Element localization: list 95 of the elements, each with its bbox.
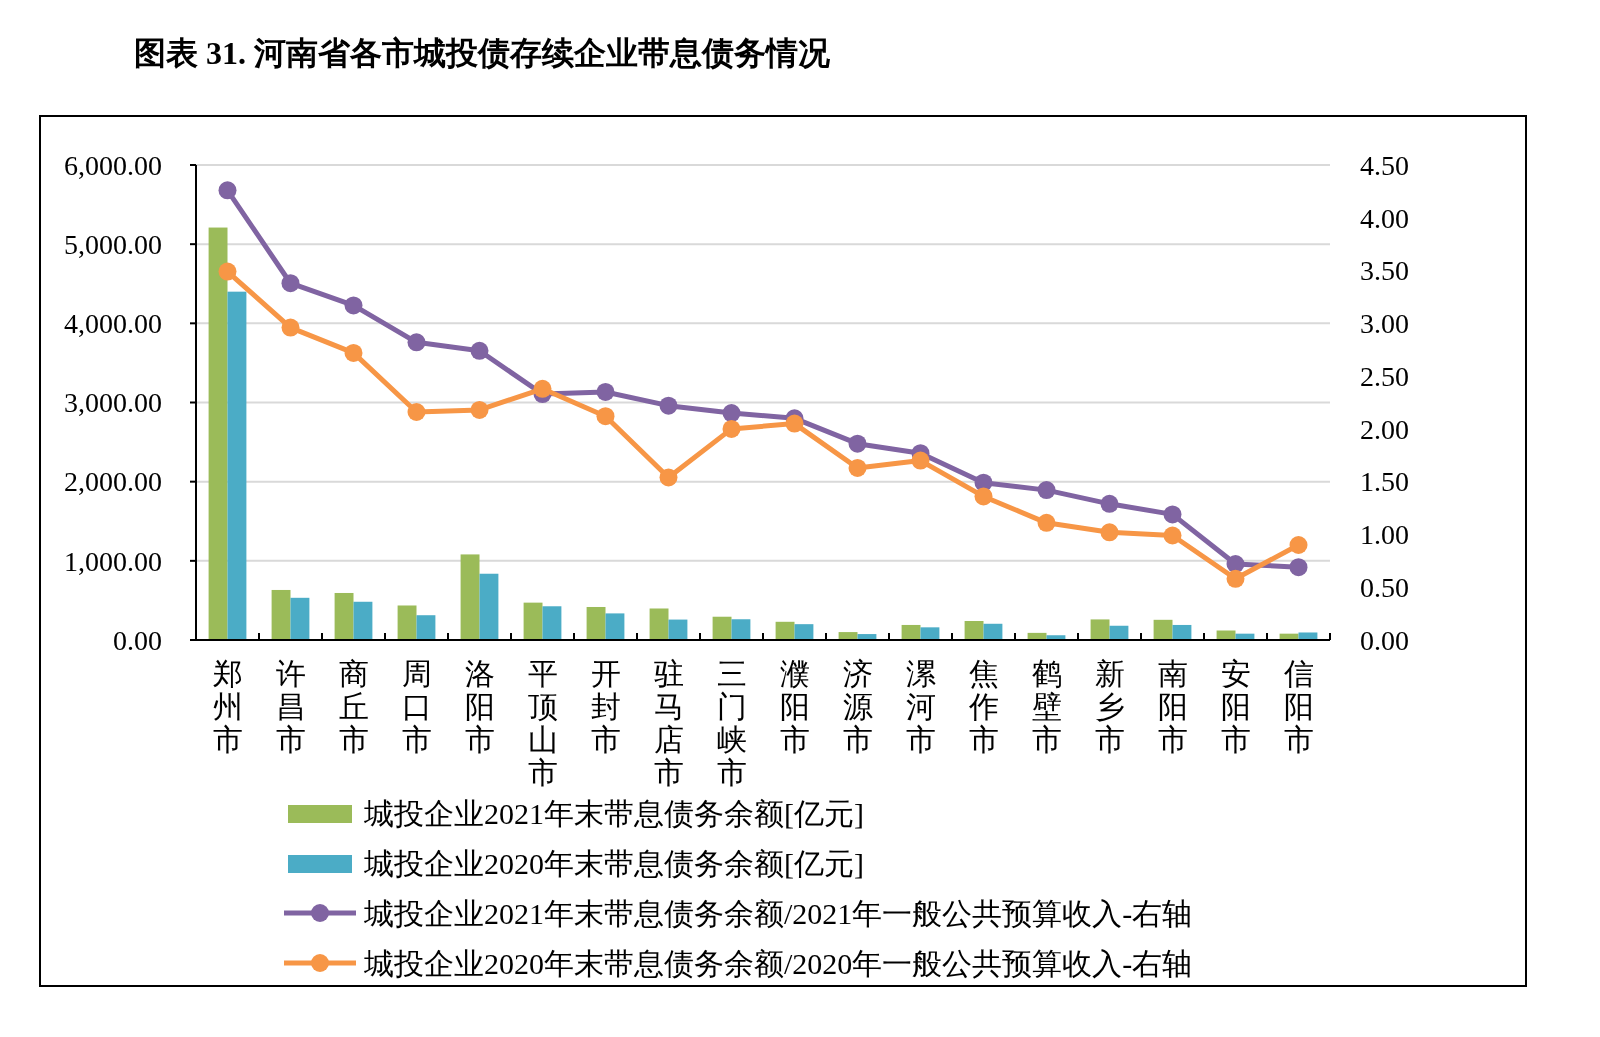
x-tick-label: 商丘市 [338,656,369,756]
x-tick-label: 安阳市 [1220,656,1251,756]
bar [794,624,814,640]
x-tick-label: 濮阳市 [779,656,810,756]
y2-tick-label: 2.50 [1360,360,1409,392]
point [659,468,678,487]
y-tick-label: 1,000.00 [64,545,162,577]
bar [775,621,795,640]
bar [712,616,732,640]
bar [479,573,499,640]
bar [416,615,436,640]
y2-tick-label: 1.00 [1360,519,1409,551]
x-tick-label: 三门峡市 [716,656,747,789]
point [1289,558,1308,577]
chart-title: 图表 31. 河南省各市城投债存续企业带息债务情况 [134,35,831,71]
point [596,382,615,401]
y2-tick-label: 4.50 [1360,149,1409,181]
y-tick-label: 6,000.00 [64,149,162,181]
bar [542,606,562,640]
point [1100,523,1119,542]
bar [586,606,606,640]
point [1163,505,1182,524]
x-tick-label: 漯河市 [905,656,936,756]
point [722,404,741,423]
point [785,414,804,433]
point [911,451,930,470]
point [1100,494,1119,513]
x-tick-label: 驻马店市 [653,656,684,789]
point [281,318,300,337]
x-tick-label: 洛阳市 [464,656,495,756]
y2-tick-label: 2.00 [1360,413,1409,445]
point [1226,569,1245,588]
x-tick-label: 郑州市 [212,656,243,756]
bar [334,592,354,640]
point [533,379,552,398]
legend-label: 城投企业2021年末带息债务余额[亿元] [363,796,864,830]
bar [920,627,940,640]
y-tick-label: 4,000.00 [64,308,162,340]
bar [227,291,247,640]
x-tick-label: 鹤壁市 [1031,656,1062,756]
point [659,396,678,415]
bar [353,601,373,640]
y2-tick-label: 0.50 [1360,572,1409,604]
y-tick-label: 5,000.00 [64,228,162,260]
y-tick-label: 2,000.00 [64,466,162,498]
point [1037,481,1056,500]
point [848,458,867,477]
legend-label: 城投企业2020年末带息债务余额/2020年一般公共预算收入-右轴 [363,946,1193,980]
bar [1090,619,1110,640]
bar [271,589,291,640]
x-tick-label: 新乡市 [1094,656,1125,756]
point [470,341,489,360]
point [281,274,300,293]
y-tick-label: 3,000.00 [64,387,162,419]
x-tick-label: 南阳市 [1157,656,1188,756]
x-tick-label: 济源市 [842,656,873,756]
bar [901,624,921,640]
point [218,181,237,200]
point [218,262,237,281]
legend-label: 城投企业2020年末带息债务余额[亿元] [363,846,864,880]
point [407,333,426,352]
x-tick-label: 开封市 [590,656,621,756]
point [344,296,363,315]
point [596,407,615,426]
bar [523,602,543,640]
x-tick-label: 焦作市 [967,656,999,756]
bar [649,608,669,640]
point [344,343,363,362]
point [848,434,867,453]
point [1289,536,1308,554]
y-tick-label: 0.00 [113,624,162,656]
bar [460,554,480,640]
y2-tick-label: 4.00 [1360,202,1409,234]
bar [964,621,984,640]
point [1163,526,1182,545]
bar [208,227,228,640]
y2-tick-label: 3.50 [1360,255,1409,287]
bar [290,597,310,640]
point [1037,513,1056,532]
x-tick-label: 周口市 [401,656,432,756]
point [974,487,993,506]
point [407,403,426,421]
x-tick-label: 平顶山市 [527,656,558,789]
y2-tick-label: 3.00 [1360,308,1409,340]
legend-label: 城投企业2021年末带息债务余额/2021年一般公共预算收入-右轴 [363,896,1193,930]
point [470,400,489,419]
bar [605,613,625,640]
x-tick-label: 许昌市 [275,656,306,756]
y2-tick-label: 0.00 [1360,624,1409,656]
bar [397,605,417,640]
point [722,419,741,438]
bar [1153,619,1173,640]
y2-tick-label: 1.50 [1360,466,1409,498]
x-tick-label: 信阳市 [1283,656,1314,756]
bar [731,619,751,640]
